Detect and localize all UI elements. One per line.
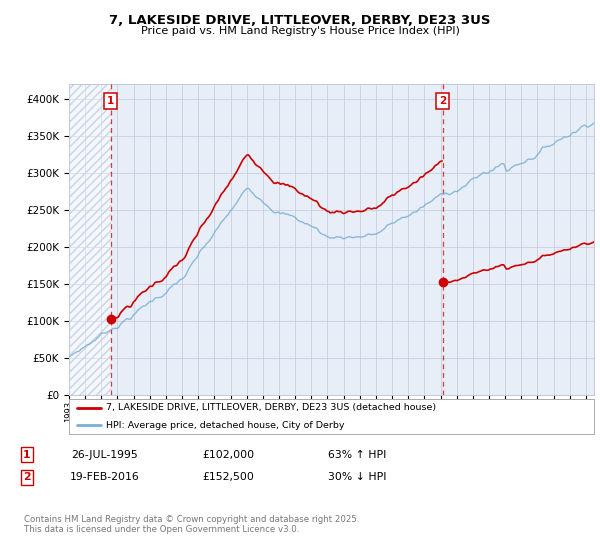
Text: HPI: Average price, detached house, City of Derby: HPI: Average price, detached house, City… [106, 421, 344, 430]
Text: 63% ↑ HPI: 63% ↑ HPI [328, 450, 386, 460]
Text: 26-JUL-1995: 26-JUL-1995 [71, 450, 139, 460]
Text: 7, LAKESIDE DRIVE, LITTLEOVER, DERBY, DE23 3US: 7, LAKESIDE DRIVE, LITTLEOVER, DERBY, DE… [109, 14, 491, 27]
Text: 2: 2 [23, 472, 31, 482]
Text: 2: 2 [439, 96, 446, 106]
Text: 1: 1 [23, 450, 31, 460]
Text: Price paid vs. HM Land Registry's House Price Index (HPI): Price paid vs. HM Land Registry's House … [140, 26, 460, 36]
Text: 7, LAKESIDE DRIVE, LITTLEOVER, DERBY, DE23 3US (detached house): 7, LAKESIDE DRIVE, LITTLEOVER, DERBY, DE… [106, 403, 436, 412]
Text: 30% ↓ HPI: 30% ↓ HPI [328, 472, 386, 482]
Bar [69, 84, 110, 395]
Text: £152,500: £152,500 [202, 472, 254, 482]
Bar [69, 84, 110, 395]
Text: £102,000: £102,000 [202, 450, 254, 460]
Text: 19-FEB-2016: 19-FEB-2016 [70, 472, 140, 482]
Text: 1: 1 [107, 96, 114, 106]
Text: Contains HM Land Registry data © Crown copyright and database right 2025.
This d: Contains HM Land Registry data © Crown c… [24, 515, 359, 534]
